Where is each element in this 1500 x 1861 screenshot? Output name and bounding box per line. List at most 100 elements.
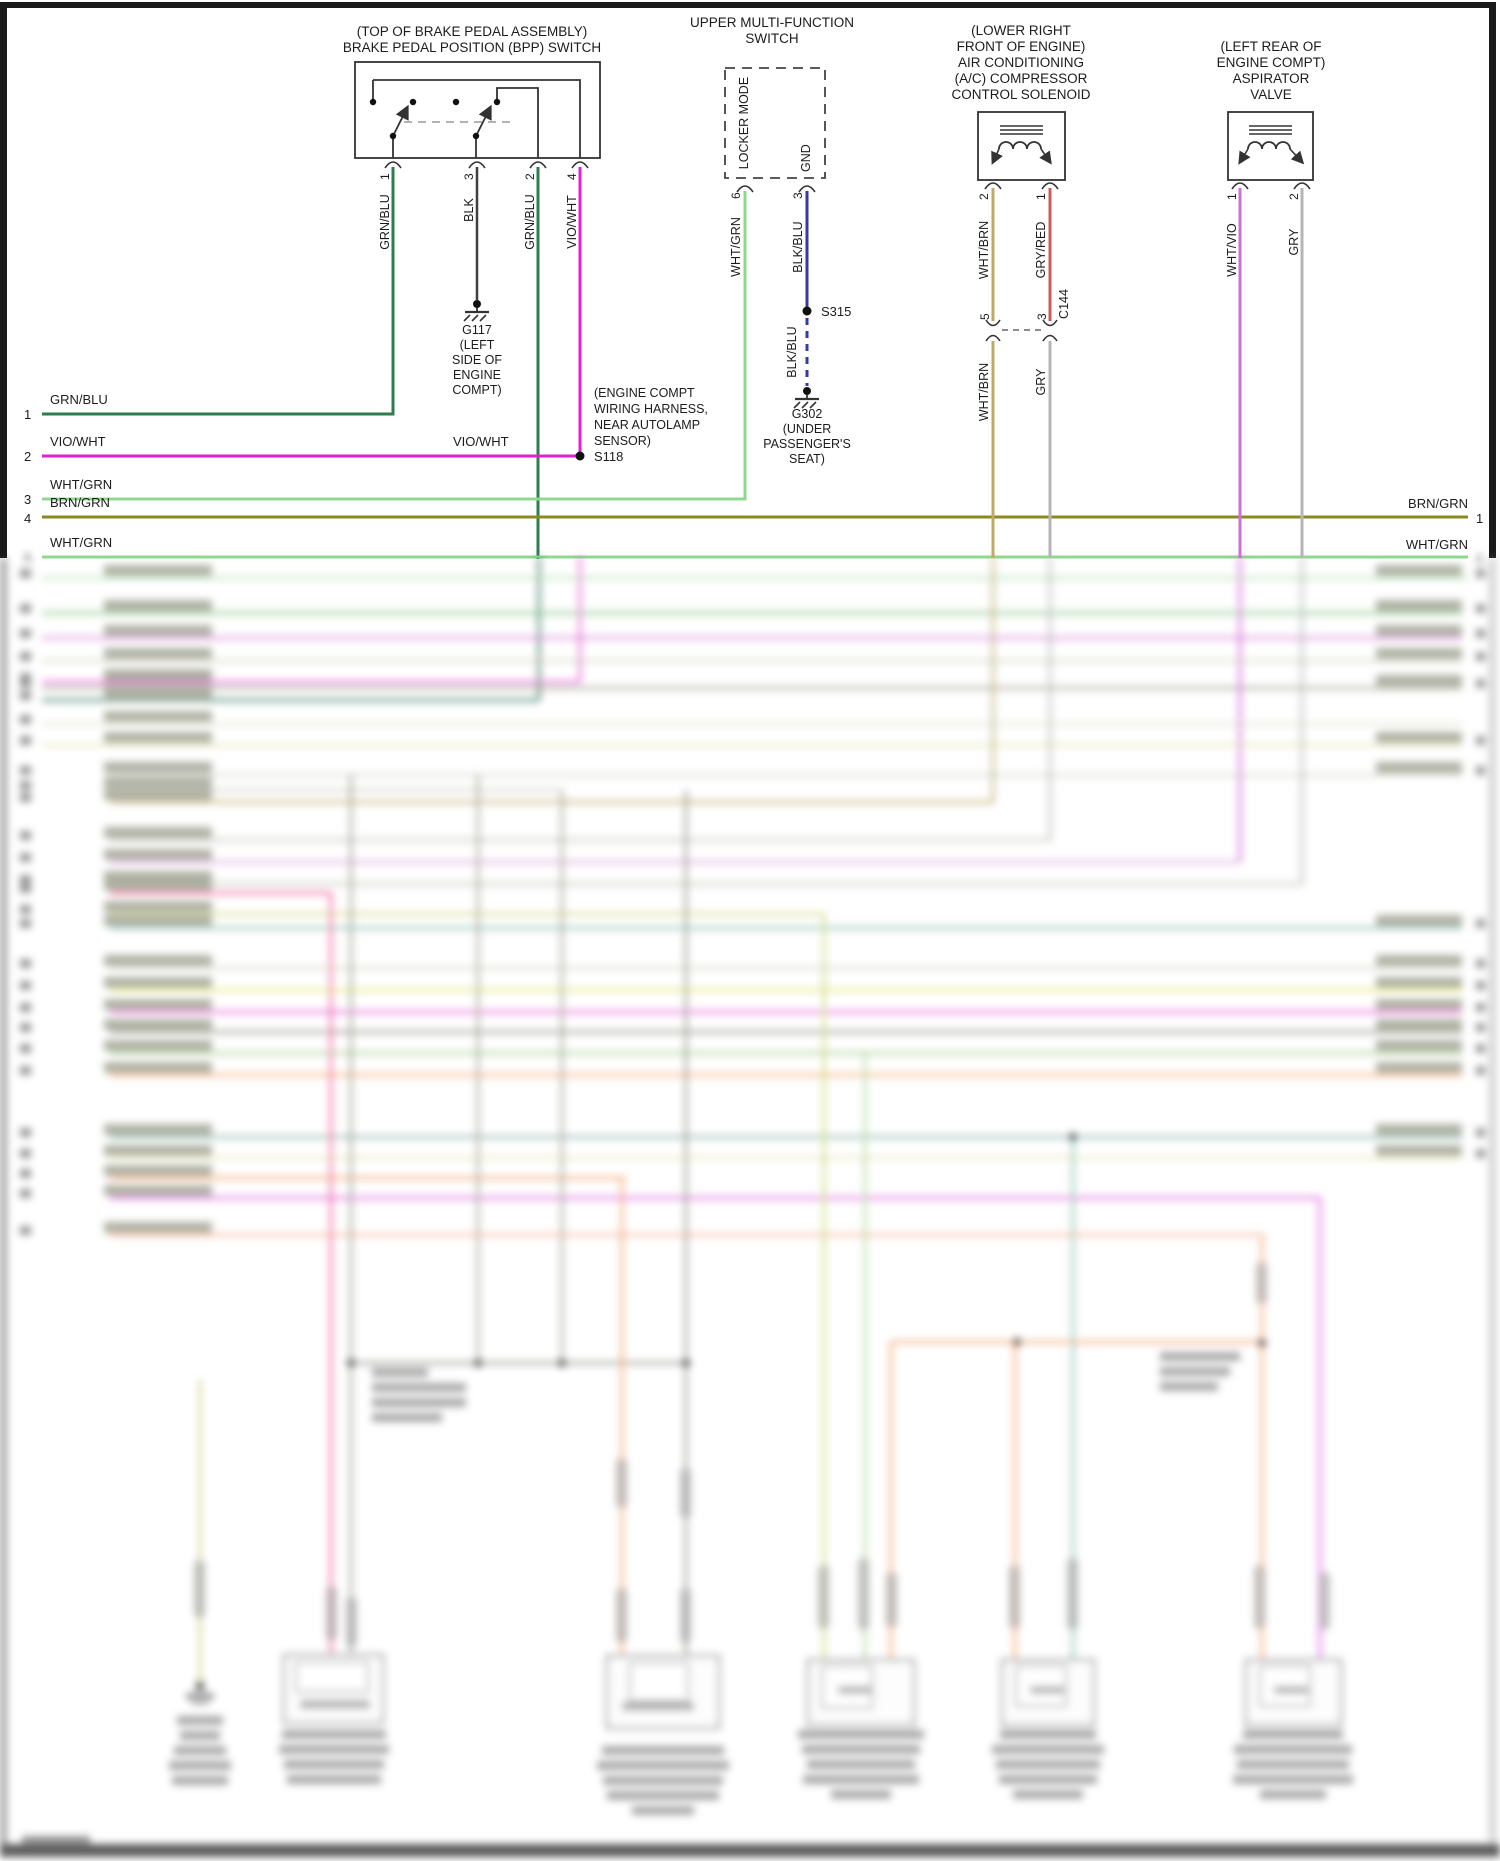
- blurred-wire-label-right: [1376, 648, 1462, 659]
- asp-pin2-number: 2: [1287, 193, 1301, 200]
- switch-blade-2: [475, 104, 492, 137]
- mfs-pin-cups: [736, 185, 816, 193]
- mfs-pin6-number: 6: [729, 192, 743, 199]
- left-wire-rows: GRN/BLU 1 VIO/WHT 2 VIO/WHT WHT/GRN 3 BR…: [24, 392, 509, 550]
- blurred-connector: [1254, 1565, 1265, 1629]
- splice-s118: S118 (ENGINE COMPT WIRING HARNESS, NEAR …: [575, 386, 708, 464]
- blurred-row-number-left: [20, 875, 31, 884]
- blurred-wire-label-left: [104, 915, 212, 926]
- blurred-wire-label-right: [1376, 1040, 1462, 1051]
- blurred-row-number-left: [20, 673, 31, 682]
- blurred-component-caption: [798, 1730, 924, 1739]
- ac-title3: AIR CONDITIONING: [958, 55, 1084, 70]
- blurred-connector: [616, 1458, 627, 1508]
- blurred-connector: [346, 1597, 357, 1647]
- ac-title4: (A/C) COMPRESSOR: [955, 71, 1088, 86]
- blurred-row-number-right: [1476, 679, 1485, 688]
- blurred-row-number-left: [20, 1066, 31, 1075]
- blurred-component-caption: [602, 1746, 724, 1755]
- mfs-gnd-label: GND: [799, 144, 813, 172]
- blurred-component-caption: [807, 1760, 915, 1769]
- blurred-row-number-right: [1476, 1003, 1485, 1012]
- row3-number: 3: [24, 492, 31, 507]
- blurred-wire-label-left: [104, 1145, 212, 1156]
- bpp-contact-dots: [369, 98, 501, 140]
- blurred-component-caption: [1233, 1775, 1353, 1784]
- blurred-wire-label-left: [104, 880, 212, 891]
- blurred-row-number-left: [20, 1226, 31, 1235]
- blurred-row-number-left: [20, 679, 31, 688]
- blurred-wire-label-left: [104, 901, 212, 912]
- blurred-row-number-left: [20, 736, 31, 745]
- blurred-connector: [886, 1572, 897, 1628]
- bpp-switch-internals: [372, 79, 581, 158]
- blurred-row-number-left: [20, 1128, 31, 1137]
- blurred-row-number-left: [20, 781, 31, 790]
- blurred-row-number-left: [20, 981, 31, 990]
- row2-number: 2: [24, 449, 31, 464]
- s315-name: S315: [821, 304, 851, 319]
- ground-g117: G117 (LEFT SIDE OF ENGINE COMPT): [452, 300, 502, 397]
- blurred-wire-label-left: [104, 955, 212, 966]
- blurred-row-number-left: [20, 1149, 31, 1158]
- blurred-row-number-left: [20, 919, 31, 928]
- blurred-wire-label-right: [1376, 915, 1462, 926]
- bpp-pin2-number: 2: [523, 173, 537, 180]
- blurred-connector: [1067, 1558, 1078, 1630]
- blurred-wire-label-left: [104, 762, 212, 773]
- blurred-row-number-left: [20, 1169, 31, 1178]
- blurred-connector: [680, 1588, 691, 1643]
- blurred-wire-label-left: [104, 1124, 212, 1135]
- blurred-row-number-left: [20, 1023, 31, 1032]
- blurred-row-number-left: [20, 905, 31, 914]
- blurred-row-number-left: [20, 1044, 31, 1053]
- blurred-ground-dot: [195, 1681, 205, 1691]
- blurred-component-caption: [287, 1775, 381, 1784]
- blurred-component-caption: [1013, 1790, 1083, 1799]
- blurred-note-text: [1160, 1367, 1230, 1376]
- blurred-component-symbol: [1274, 1686, 1308, 1694]
- blurred-component-caption: [1234, 1745, 1352, 1754]
- blurred-component-caption: [802, 1745, 920, 1754]
- mfs-wire3-label: BLK/BLU: [791, 221, 805, 272]
- blurred-row-number-right: [1476, 959, 1485, 968]
- blurred-note-text: [372, 1383, 466, 1392]
- row3-label: WHT/GRN: [50, 477, 112, 492]
- blurred-connector: [680, 1468, 691, 1518]
- bpp-title-line2: BRAKE PEDAL POSITION (BPP) SWITCH: [343, 40, 601, 55]
- blurred-wire-label-right: [1376, 565, 1462, 576]
- blurred-wire-label-left: [104, 977, 212, 988]
- blurred-row-number-left: [20, 691, 31, 700]
- blurred-wire-label-left: [104, 600, 212, 611]
- blurred-row-number-right: [1476, 569, 1485, 578]
- row1-label: GRN/BLU: [50, 392, 108, 407]
- ac-pin1-number: 1: [1034, 193, 1048, 200]
- s118-note2: WIRING HARNESS,: [594, 402, 708, 416]
- blurred-wire-label-left: [104, 1165, 212, 1176]
- blurred-note-text: [372, 1368, 428, 1377]
- blurred-row-number-right: [1476, 766, 1485, 775]
- multifunction-switch: UPPER MULTI-FUNCTION SWITCH LOCKER MODE …: [690, 15, 854, 307]
- blurred-row-number-right: [1476, 629, 1485, 638]
- bpp-title-line1: (TOP OF BRAKE PEDAL ASSEMBLY): [357, 24, 588, 39]
- blurred-wire-label-right: [1376, 732, 1462, 743]
- blurred-component-symbol: [300, 1700, 370, 1709]
- blurred-component-symbol: [1030, 1686, 1064, 1694]
- blurred-component-caption: [174, 1746, 226, 1755]
- blurred-row-number-right: [1476, 1066, 1485, 1075]
- c144-name: C144: [1057, 289, 1071, 319]
- mfs-title-line2: SWITCH: [745, 31, 798, 46]
- blurred-row-number-right: [1476, 604, 1485, 613]
- blurred-row-number-left: [20, 853, 31, 862]
- blurred-component-caption: [996, 1760, 1100, 1769]
- asp-pin1-number: 1: [1225, 193, 1239, 200]
- blurred-connector: [616, 1588, 627, 1643]
- blurred-component-caption: [999, 1775, 1097, 1784]
- blurred-wire-label-left: [104, 789, 212, 800]
- asp-body: [1227, 111, 1314, 181]
- blurred-row-number-right: [1476, 652, 1485, 661]
- blurred-wire-label-right: [1376, 1145, 1462, 1156]
- blurred-note-text: [372, 1398, 466, 1407]
- bpp-switch: (TOP OF BRAKE PEDAL ASSEMBLY) BRAKE PEDA…: [343, 24, 601, 250]
